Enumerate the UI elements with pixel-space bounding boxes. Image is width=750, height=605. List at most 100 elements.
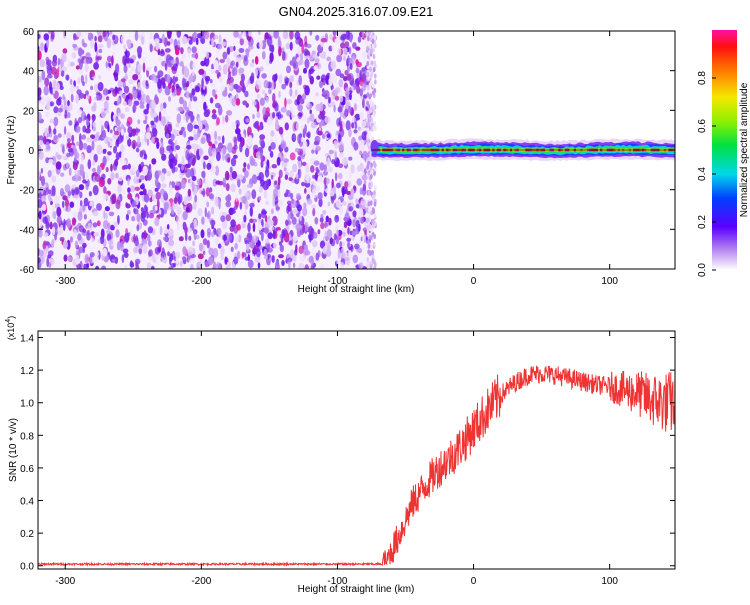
- spectrogram-noise-cell: [266, 117, 273, 126]
- spectrogram-noise-cell: [78, 184, 85, 191]
- spectrogram-noise-cell: [49, 101, 55, 107]
- spectrogram-noise-cell: [115, 172, 119, 179]
- spectrogram-noise-cell: [202, 238, 208, 246]
- spectrogram-noise-cell: [149, 197, 153, 203]
- spectrogram-noise-cell: [127, 192, 133, 200]
- spectrogram-noise-cell: [243, 214, 247, 223]
- spectrogram-noise-cell: [343, 47, 348, 54]
- spectrogram-noise-cell: [226, 110, 233, 116]
- spectrogram-noise-cell: [180, 126, 185, 132]
- spectrogram-noise-cell: [286, 200, 292, 205]
- spectrogram-noise-cell: [297, 45, 302, 55]
- spectrogram-noise-cell: [231, 146, 237, 154]
- spectrogram-noise-cell: [244, 90, 249, 98]
- spectrogram-noise-cell: [306, 43, 312, 49]
- spectrogram-noise-cell: [60, 172, 65, 177]
- spectrogram-noise-cell: [258, 213, 262, 220]
- spectrogram-noise-edge-cell: [370, 244, 373, 250]
- spectrogram-noise-cell: [267, 247, 273, 253]
- spectrogram-noise-cell: [259, 137, 265, 147]
- spectrogram-noise-cell: [361, 31, 365, 39]
- spectrogram-noise-cell: [291, 217, 297, 225]
- colorbar-tick-label: 0.8: [697, 71, 708, 85]
- spectrogram-noise-cell: [182, 246, 187, 256]
- spectrogram-noise-cell: [193, 218, 198, 229]
- spectrogram-noise-cell: [179, 130, 183, 136]
- spectrogram-noise-cell: [68, 167, 72, 176]
- spectrogram-noise-cell: [102, 219, 109, 230]
- spectrogram-noise-cell: [76, 89, 82, 95]
- spectrogram-noise-cell: [303, 202, 307, 209]
- spectrogram-noise-edge-cell: [366, 142, 370, 148]
- spectrogram-noise-cell: [327, 157, 331, 168]
- spectrogram-noise-cell: [131, 139, 137, 149]
- spectrogram-noise-cell: [271, 208, 274, 215]
- spectrogram-noise-cell: [175, 153, 178, 160]
- snr-x-axis-label: Height of straight line (km): [298, 584, 415, 595]
- spectrogram-noise-cell: [201, 94, 205, 102]
- spectrogram-noise-cell: [72, 43, 77, 48]
- spectrogram-noise-cell: [252, 144, 259, 153]
- spectrogram-noise-cell: [59, 85, 64, 91]
- spectrogram-noise-cell: [264, 93, 268, 99]
- spectrogram-noise-cell: [347, 65, 350, 74]
- spectrogram-noise-cell: [288, 259, 291, 269]
- spectrogram-noise-cell: [94, 174, 101, 183]
- spectrogram-noise-cell: [162, 236, 168, 241]
- spectrogram-noise-cell: [138, 247, 143, 255]
- spectrogram-noise-cell: [155, 191, 161, 200]
- spectrogram-noise-cell: [197, 208, 203, 217]
- spectrogram-noise-cell: [359, 150, 363, 156]
- spectrogram-noise-cell: [214, 102, 221, 109]
- spectrogram-noise-cell: [362, 50, 367, 60]
- spectrogram-noise-cell: [344, 181, 349, 188]
- spectrogram-noise-edge-cell: [369, 200, 373, 206]
- spectrogram-noise-cell: [166, 170, 172, 177]
- spectrogram-noise-cell: [284, 122, 289, 131]
- spectrogram-noise-cell: [158, 111, 162, 122]
- snr-x-tick-label: -100: [327, 576, 347, 587]
- spectrogram-x-tick-label: -100: [327, 276, 347, 287]
- spectrogram-noise-cell: [279, 234, 283, 239]
- spectrogram-noise-cell: [125, 228, 128, 235]
- spectrogram-noise-cell: [250, 72, 255, 82]
- spectrogram-noise-cell: [82, 42, 88, 48]
- spectrogram-noise-cell: [302, 140, 308, 150]
- spectrogram-noise-cell: [148, 249, 153, 257]
- spectrogram-noise-cell: [173, 197, 178, 204]
- spectrogram-noise-cell: [334, 87, 341, 94]
- spectrogram-noise-cell: [98, 83, 102, 90]
- spectrogram-noise-cell: [265, 96, 269, 103]
- spectrogram-noise-cell: [136, 46, 143, 55]
- spectrogram-noise-cell: [247, 126, 252, 137]
- spectrogram-noise-cell: [88, 191, 92, 197]
- spectrogram-noise-cell: [306, 101, 310, 107]
- spectrogram-noise-cell: [45, 187, 49, 196]
- spectrogram-noise-cell: [326, 249, 332, 257]
- spectrogram-noise-cell: [279, 244, 284, 253]
- spectrogram-noise-cell: [266, 179, 270, 190]
- spectrogram-noise-cell: [323, 177, 327, 186]
- spectrogram-noise-cell: [227, 142, 233, 153]
- spectrogram-noise-cell: [93, 136, 98, 142]
- spectrogram-noise-cell: [53, 54, 57, 64]
- spectrogram-noise-cell: [69, 78, 73, 86]
- spectrogram-noise-cell: [41, 249, 48, 258]
- spectrogram-noise-cell: [289, 75, 295, 83]
- spectrogram-noise-cell: [157, 78, 162, 90]
- spectrogram-noise-cell: [77, 176, 82, 181]
- spectrogram-noise-cell: [265, 107, 270, 114]
- spectrogram-noise-cell: [206, 239, 210, 249]
- spectrogram-noise-cell: [288, 176, 293, 182]
- spectrogram-noise-cell: [289, 240, 293, 246]
- spectrogram-noise-cell: [290, 192, 294, 200]
- spectrogram-noise-cell: [66, 112, 71, 119]
- spectrogram-noise-cell: [106, 228, 111, 235]
- spectrogram-noise-cell: [246, 232, 253, 243]
- spectrogram-noise-cell: [292, 262, 296, 268]
- spectrogram-noise-cell: [173, 89, 177, 97]
- spectrogram-noise-cell: [72, 211, 79, 217]
- spectrogram-noise-cell: [167, 31, 172, 39]
- spectrogram-noise-cell: [38, 50, 42, 61]
- spectrogram-noise-cell: [171, 209, 175, 215]
